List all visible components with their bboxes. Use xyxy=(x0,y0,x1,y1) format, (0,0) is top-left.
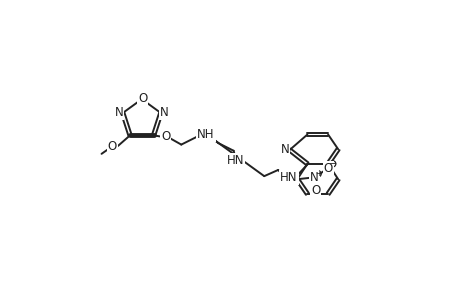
Text: −: − xyxy=(328,159,336,169)
Text: +: + xyxy=(314,169,321,178)
Text: O: O xyxy=(161,130,170,143)
Text: HN: HN xyxy=(280,171,297,184)
Text: N: N xyxy=(160,106,169,119)
Text: O: O xyxy=(107,140,117,153)
Text: N: N xyxy=(309,171,318,184)
Text: O: O xyxy=(323,162,332,175)
Text: HN: HN xyxy=(226,154,243,167)
Text: N: N xyxy=(280,143,289,157)
Text: NH: NH xyxy=(197,128,214,141)
Text: O: O xyxy=(138,92,147,105)
Text: N: N xyxy=(114,106,123,119)
Text: O: O xyxy=(311,184,320,196)
